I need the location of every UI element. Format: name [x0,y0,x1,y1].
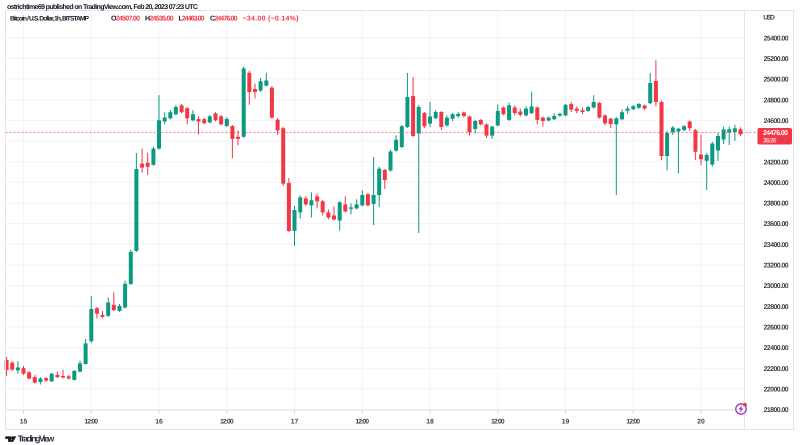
svg-text:12:00: 12:00 [355,419,369,426]
svg-text:25400.00: 25400.00 [764,35,789,42]
svg-text:ostrichtime69 published on Tra: ostrichtime69 published on TradingView.c… [7,3,198,11]
svg-text:23400.00: 23400.00 [764,242,789,249]
svg-text:23000.00: 23000.00 [764,283,789,290]
svg-text:18: 18 [426,419,434,426]
svg-text:12:00: 12:00 [491,419,505,426]
svg-text:12:00: 12:00 [626,419,640,426]
svg-text:25200.00: 25200.00 [764,56,789,63]
svg-text:22800.00: 22800.00 [764,304,789,311]
svg-text:C24476.00: C24476.00 [210,16,238,23]
svg-text:USD: USD [763,14,775,21]
svg-text:22600.00: 22600.00 [764,325,789,332]
svg-text:TradingView: TradingView [18,434,55,444]
svg-text:15: 15 [20,419,28,426]
svg-text:16: 16 [155,419,163,426]
svg-text:H24535.00: H24535.00 [145,16,174,23]
svg-text:22000.00: 22000.00 [764,386,789,393]
svg-text:24200.00: 24200.00 [764,159,789,166]
svg-text:12:00: 12:00 [84,419,98,426]
svg-text:25000.00: 25000.00 [764,77,789,84]
svg-text:Bitcoin / U.S. Dollar, 1h, BIT: Bitcoin / U.S. Dollar, 1h, BITSTAMP [10,16,90,23]
svg-text:24800.00: 24800.00 [764,97,789,104]
svg-text:24000.00: 24000.00 [764,180,789,187]
svg-text:24600.00: 24600.00 [764,118,789,125]
svg-text:23600.00: 23600.00 [764,221,789,228]
svg-text:22200.00: 22200.00 [764,366,789,373]
svg-text:O24507.00: O24507.00 [111,16,140,23]
svg-text:20: 20 [697,419,705,426]
svg-text:L24463.00: L24463.00 [179,16,205,23]
svg-text:23800.00: 23800.00 [764,201,789,208]
svg-text:21800.00: 21800.00 [764,407,789,414]
svg-text:19: 19 [562,419,570,426]
svg-text:24476.00: 24476.00 [763,130,788,137]
svg-text:36:26: 36:26 [763,137,777,144]
svg-text:23200.00: 23200.00 [764,263,789,270]
svg-text:17: 17 [291,419,299,426]
svg-text:12:00: 12:00 [220,419,234,426]
svg-text:22400.00: 22400.00 [764,345,789,352]
svg-text:−34.00 (−0.14%): −34.00 (−0.14%) [243,15,299,23]
